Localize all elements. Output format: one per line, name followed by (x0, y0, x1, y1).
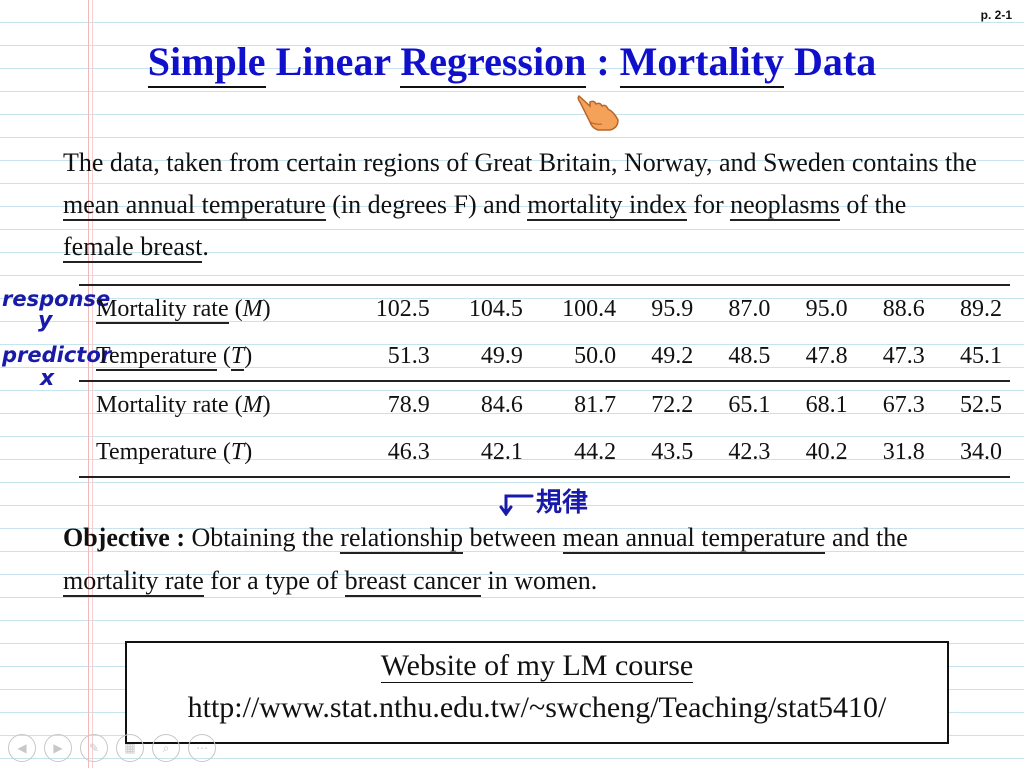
handwritten-rule-annotation: 規律 (498, 482, 588, 519)
table-cell: 72.2 (624, 380, 702, 429)
title-word-regression: Regression (400, 39, 587, 88)
table-cell: 65.1 (701, 380, 779, 429)
table-cell: 40.2 (778, 429, 856, 478)
table-cell: 50.0 (574, 343, 617, 369)
handwritten-rule-text: 規律 (536, 488, 589, 518)
intro-underlined-mortality-index: mortality index (527, 190, 687, 221)
row-label-mortality: Mortality rate (M) (79, 284, 345, 333)
table-cell: 43.5 (624, 429, 702, 478)
table-cell: 42.1 (437, 429, 531, 478)
slides-grid-icon[interactable]: ▦ (116, 734, 144, 762)
zoom-icon[interactable]: ⌕ (152, 734, 180, 762)
table-cell: 102.5 (344, 284, 438, 333)
objective-text-3: and the (825, 523, 908, 552)
handwritten-y-label: y (38, 308, 53, 333)
slide-navigation-bar: ◀ ▶ ✎ ▦ ⌕ ⋯ (8, 734, 216, 762)
website-url-link[interactable]: http://www.stat.nthu.edu.tw/~swcheng/Tea… (187, 691, 887, 724)
table-cell: 78.9 (344, 380, 438, 429)
objective-text-5: in women. (480, 566, 598, 595)
table-cell: 49.9 (480, 343, 523, 369)
intro-text-3: for (686, 190, 731, 219)
intro-paragraph: The data, taken from certain regions of … (63, 142, 983, 268)
table-cell: 67.3 (855, 380, 933, 429)
table-cell: 48.5 (728, 343, 771, 369)
table-cell: 104.5 (437, 284, 531, 333)
handwritten-arrow-icon (499, 494, 534, 516)
table-cell: 88.6 (855, 284, 933, 333)
table-cell: 42.3 (701, 429, 779, 478)
table-cell: 45.1 (960, 343, 1002, 369)
row-label-temperature: Temperature (T) (96, 343, 253, 371)
table-cell: 47.8 (805, 343, 848, 369)
row-label-temperature: Temperature (T) (79, 429, 345, 478)
table-cell: 51.3 (387, 343, 430, 369)
table-cell: 34.0 (932, 429, 1010, 478)
objective-text-4: for a type of (203, 566, 345, 595)
objective-paragraph: Objective : Obtaining the relationship b… (63, 516, 1003, 602)
objective-underlined-relationship: relationship (340, 523, 464, 554)
intro-text-5: . (202, 232, 209, 261)
table-cell: 52.5 (932, 380, 1010, 429)
title-word-linear: Linear (265, 39, 401, 84)
objective-text-2: between (463, 523, 563, 552)
table-cell: 87.0 (701, 284, 779, 333)
intro-underlined-neoplasms: neoplasms (730, 190, 840, 221)
table-row-mortality-1: Mortality rate (M) 102.5 104.5 100.4 95.… (79, 284, 1010, 333)
next-slide-icon[interactable]: ▶ (44, 734, 72, 762)
objective-label: Objective : (63, 523, 186, 552)
table-cell: 95.9 (624, 284, 702, 333)
table-cell: 47.3 (882, 343, 925, 369)
more-options-icon[interactable]: ⋯ (188, 734, 216, 762)
title-word-data: Data (784, 39, 877, 84)
intro-underlined-mean-annual-temperature: mean annual temperature (63, 190, 326, 221)
page-title: Simple Linear Regression : Mortality Dat… (0, 38, 1024, 88)
website-label: Website of my LM course (380, 649, 694, 683)
intro-text-2: (in degrees F) and (325, 190, 528, 219)
title-colon: : (586, 39, 620, 84)
objective-text-1: Obtaining the (185, 523, 341, 552)
table-cell: 31.8 (855, 429, 933, 478)
objective-underlined-mean-annual-temperature: mean annual temperature (562, 523, 826, 554)
hand-pointer-icon (576, 92, 624, 139)
table-cell: 46.3 (344, 429, 438, 478)
table-cell: 68.1 (778, 380, 856, 429)
page-number: p. 2-1 (980, 8, 1012, 22)
table-cell: 84.6 (437, 380, 531, 429)
intro-text-1: The data, taken from certain regions of … (63, 148, 977, 177)
objective-underlined-breast-cancer: breast cancer (344, 566, 481, 597)
table-cell: 81.7 (530, 380, 625, 429)
table-row-temperature-2: Temperature (T) 46.3 42.1 44.2 43.5 42.3… (79, 429, 1010, 478)
mortality-data-table: Mortality rate (M) 102.5 104.5 100.4 95.… (79, 284, 1010, 478)
intro-underlined-female-breast: female breast (63, 232, 203, 263)
website-box: Website of my LM course http://www.stat.… (125, 641, 949, 744)
table-row-temperature-1: Temperature (T) 51.3 49.9 50.0 49.2 48.5… (79, 333, 1010, 381)
handwritten-predictor-label: predictor (2, 343, 112, 367)
row-label-mortality: Mortality rate (M) (79, 380, 345, 429)
table-cell: 95.0 (778, 284, 856, 333)
table-cell: 49.2 (651, 343, 694, 369)
table-cell: 44.2 (530, 429, 625, 478)
table-cell: 100.4 (530, 284, 625, 333)
objective-underlined-mortality-rate: mortality rate (63, 566, 204, 597)
title-word-mortality: Mortality (619, 39, 785, 88)
table-row-mortality-2: Mortality rate (M) 78.9 84.6 81.7 72.2 6… (79, 380, 1010, 429)
intro-text-4: of the (839, 190, 907, 219)
table-cell: 89.2 (932, 284, 1010, 333)
title-word-simple: Simple (147, 39, 266, 88)
handwritten-x-label: x (40, 366, 55, 391)
pen-icon[interactable]: ✎ (80, 734, 108, 762)
previous-slide-icon[interactable]: ◀ (8, 734, 36, 762)
